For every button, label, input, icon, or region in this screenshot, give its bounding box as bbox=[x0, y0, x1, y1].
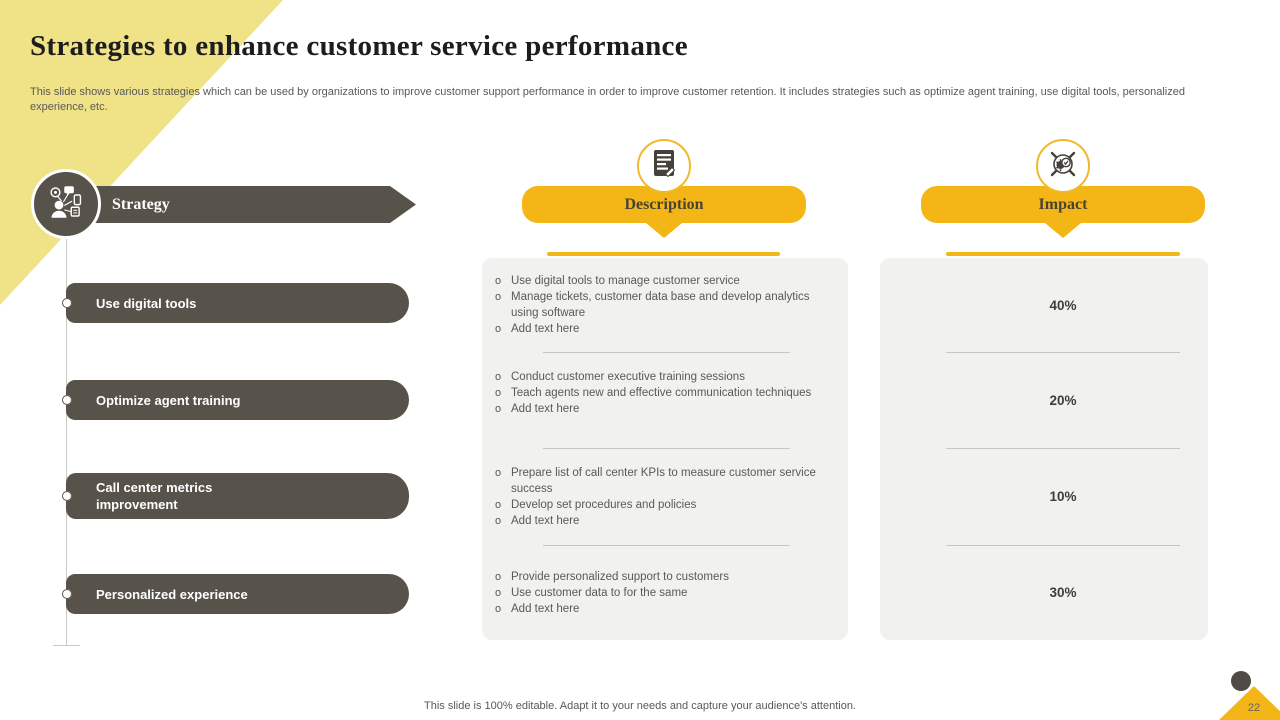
row-divider bbox=[946, 448, 1180, 449]
strategy-item-label: Call center metrics improvement bbox=[96, 480, 213, 512]
row-divider bbox=[543, 545, 790, 546]
bullet-item: Add text here bbox=[495, 321, 820, 337]
description-block-3: Prepare list of call center KPIs to meas… bbox=[482, 448, 848, 545]
gear-tools-icon bbox=[1046, 147, 1080, 186]
page-corner-triangle bbox=[1219, 686, 1280, 720]
bullet-item: Use customer data to for the same bbox=[495, 585, 820, 601]
strategy-item-label: Personalized experience bbox=[96, 586, 248, 602]
impact-value-row: 10% bbox=[880, 448, 1208, 545]
impact-value-row: 40% bbox=[880, 258, 1208, 352]
timeline-bullet bbox=[62, 491, 72, 501]
footer-note: This slide is 100% editable. Adapt it to… bbox=[424, 700, 856, 712]
bullet-item: Develop set procedures and policies bbox=[495, 497, 820, 513]
impact-value: 40% bbox=[1049, 297, 1077, 313]
description-header-badge bbox=[637, 139, 691, 193]
impact-panel: 40% 20% 10% 30% bbox=[880, 258, 1208, 640]
timeline-end-tick bbox=[53, 645, 80, 646]
bullet-item: Conduct customer executive training sess… bbox=[495, 369, 820, 385]
page-number: 22 bbox=[1247, 702, 1261, 714]
strategy-item-optimize-agent-training: Optimize agent training bbox=[66, 380, 409, 420]
row-divider bbox=[946, 352, 1180, 353]
bullet-item: Add text here bbox=[495, 513, 820, 529]
bullet-item: Add text here bbox=[495, 401, 820, 417]
bullet-item: Add text here bbox=[495, 601, 820, 617]
description-header-label: Description bbox=[624, 195, 704, 213]
description-panel: Use digital tools to manage customer ser… bbox=[482, 258, 848, 640]
description-block-4: Provide personalized support to customer… bbox=[482, 545, 848, 640]
strategy-item-label: Optimize agent training bbox=[96, 392, 241, 408]
row-divider bbox=[543, 448, 790, 449]
strategy-item-use-digital-tools: Use digital tools bbox=[66, 283, 409, 323]
impact-value: 20% bbox=[1049, 392, 1077, 408]
impact-header-badge bbox=[1036, 139, 1090, 193]
impact-value: 30% bbox=[1049, 585, 1077, 600]
strategy-item-personalized-experience: Personalized experience bbox=[66, 574, 409, 614]
strategy-item-call-center-metrics: Call center metrics improvement bbox=[66, 473, 409, 519]
impact-value-row: 30% bbox=[880, 545, 1208, 640]
timeline-bullet bbox=[62, 589, 72, 599]
timeline-bullet bbox=[62, 395, 72, 405]
document-icon bbox=[651, 149, 677, 184]
description-block-2: Conduct customer executive training sess… bbox=[482, 352, 848, 448]
impact-value-row: 20% bbox=[880, 352, 1208, 448]
bullet-item: Manage tickets, customer data base and d… bbox=[495, 289, 820, 321]
strategy-header-badge bbox=[31, 169, 101, 239]
strategy-item-label: Use digital tools bbox=[96, 295, 197, 311]
impact-accent-line bbox=[946, 252, 1180, 256]
bullet-item: Provide personalized support to customer… bbox=[495, 569, 820, 585]
bullet-item: Use digital tools to manage customer ser… bbox=[495, 273, 820, 289]
slide-subtitle: This slide shows various strategies whic… bbox=[30, 86, 1185, 113]
people-communication-icon bbox=[45, 181, 87, 228]
description-accent-line bbox=[547, 252, 780, 256]
row-divider bbox=[543, 352, 790, 353]
description-block-1: Use digital tools to manage customer ser… bbox=[482, 258, 848, 352]
row-divider bbox=[946, 545, 1180, 546]
impact-header-label: Impact bbox=[1038, 195, 1088, 213]
bullet-item: Teach agents new and effective communica… bbox=[495, 385, 820, 401]
strategy-header-label: Strategy bbox=[112, 195, 170, 213]
timeline-connector-line bbox=[66, 238, 67, 645]
timeline-bullet bbox=[62, 298, 72, 308]
bullet-item: Prepare list of call center KPIs to meas… bbox=[495, 465, 820, 497]
page-title: Strategies to enhance customer service p… bbox=[30, 30, 688, 62]
impact-value: 10% bbox=[1049, 489, 1077, 504]
strategy-header-banner: Strategy bbox=[88, 186, 416, 223]
